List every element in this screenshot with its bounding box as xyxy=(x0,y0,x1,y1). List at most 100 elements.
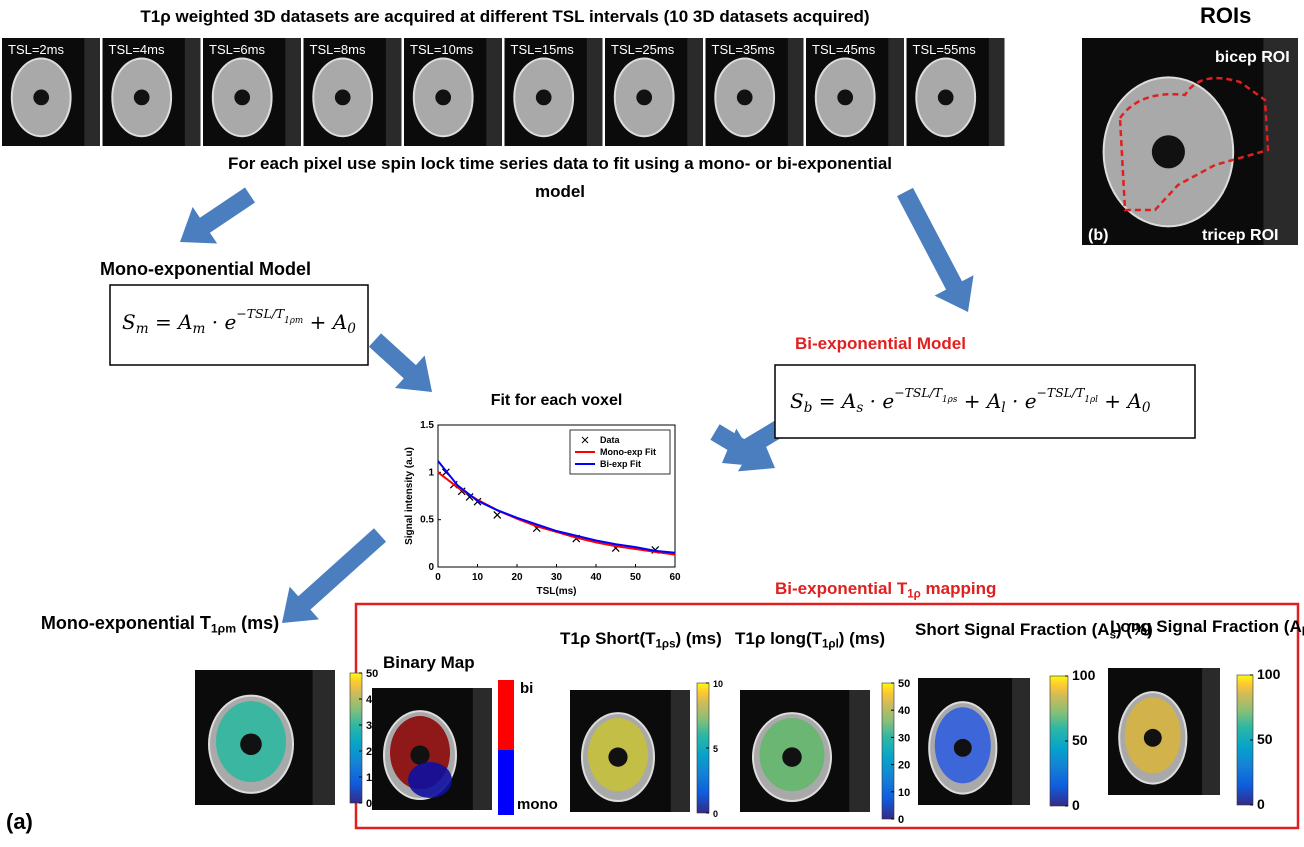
mri-edge xyxy=(687,38,703,146)
mri-edge xyxy=(788,38,804,146)
text-part: T1ρ Short(T xyxy=(560,629,656,648)
mri-edge xyxy=(888,38,904,146)
bone xyxy=(608,748,627,767)
colorbar-tick-label: 0 xyxy=(1257,796,1265,812)
colorbar-tick-label: 30 xyxy=(898,732,910,744)
colorbar-tick-label: 100 xyxy=(1072,667,1096,683)
tsl-label: TSL=55ms xyxy=(913,42,977,57)
chart-title: Fit for each voxel xyxy=(491,392,623,409)
bone xyxy=(536,90,552,106)
mono-model-title: Mono-exponential Model xyxy=(100,258,311,281)
bone xyxy=(234,90,250,106)
mri-edge xyxy=(1202,668,1220,795)
mri-edge xyxy=(285,38,301,146)
x-tick-label: 0 xyxy=(435,572,441,583)
map-title: Long Signal Fraction (Al) (%) xyxy=(1110,616,1260,640)
text-part: (ms) xyxy=(236,613,279,633)
map-title: Short Signal Fraction (As) (%) xyxy=(915,619,1055,643)
tsl-label: TSL=8ms xyxy=(310,42,366,57)
text-part: −TSL/T xyxy=(894,385,942,400)
figure: TSL=2msTSL=4msTSL=6msTSL=8msTSL=10msTSL=… xyxy=(0,0,1304,847)
colorbar-tick-label: 40 xyxy=(898,705,910,717)
text-part: mapping xyxy=(921,579,997,598)
bone xyxy=(33,90,49,106)
tsl-label: TSL=2ms xyxy=(8,42,64,57)
x-axis-label: TSL(ms) xyxy=(537,586,577,597)
colorbar xyxy=(882,683,894,819)
text-part: 1ρ xyxy=(907,588,921,600)
bone xyxy=(335,90,351,106)
text-part: m xyxy=(193,321,206,337)
tsl-label: TSL=35ms xyxy=(712,42,776,57)
text-part: 1ρm xyxy=(211,622,236,636)
text-part: + A xyxy=(303,310,347,334)
mri-edge xyxy=(989,38,1005,146)
tsl-label: TSL=10ms xyxy=(410,42,474,57)
colorbar-tick-label: 0 xyxy=(713,809,718,819)
bone xyxy=(134,90,150,106)
text-part: Bi-exponential T xyxy=(775,579,907,598)
colorbar-tick-label: 0 xyxy=(366,798,372,810)
x-tick-label: 60 xyxy=(669,572,681,583)
text-part: 1ρs xyxy=(656,638,676,650)
legend-label: Bi-exp Fit xyxy=(600,459,641,469)
y-axis-label: Signal intensity (a.u) xyxy=(404,447,415,545)
text-part: S xyxy=(122,310,136,334)
binary-label-mono: mono xyxy=(517,796,558,815)
text-part: Short Signal Fraction (A xyxy=(915,620,1110,639)
text-part: Long Signal Fraction (A xyxy=(1110,617,1302,636)
colorbar-tick-label: 20 xyxy=(898,760,910,772)
colorbar-tick-label: 0 xyxy=(898,814,904,826)
bone xyxy=(1144,729,1162,747)
text-part: 0 xyxy=(1142,400,1151,416)
legend-label: Data xyxy=(600,435,621,445)
mri-edge xyxy=(1263,38,1298,245)
text-part: −TSL/T xyxy=(236,306,284,321)
tsl-label: TSL=45ms xyxy=(812,42,876,57)
colorbar-tick-label: 50 xyxy=(1072,732,1088,748)
y-tick-label: 0.5 xyxy=(420,515,434,526)
mono-map-title: Mono-exponential T1ρm (ms) xyxy=(30,612,290,637)
binary-bi xyxy=(498,680,514,750)
text-part: 0 xyxy=(347,321,356,337)
graphics: TSL=2msTSL=4msTSL=6msTSL=8msTSL=10msTSL=… xyxy=(0,0,1304,847)
bicep-label: bicep ROI xyxy=(1215,48,1290,68)
tricep-label: tricep ROI xyxy=(1202,226,1278,246)
text-part: · e xyxy=(1006,389,1037,413)
tsl-label: TSL=25ms xyxy=(611,42,675,57)
roi-title: ROIs xyxy=(1200,2,1251,30)
bi-mapping-title: Bi-exponential T1ρ mapping xyxy=(775,578,996,602)
colorbar-tick-label: 5 xyxy=(713,744,718,754)
colorbar xyxy=(350,673,362,803)
y-tick-label: 1 xyxy=(428,467,434,478)
text-part: 1ρl xyxy=(1084,395,1098,405)
mri-edge xyxy=(587,38,603,146)
arrow xyxy=(282,528,386,623)
y-tick-label: 0 xyxy=(428,562,434,573)
text-part: · e xyxy=(863,389,894,413)
mono-region xyxy=(408,762,452,798)
text-part: −TSL/T xyxy=(1037,385,1085,400)
colorbar-tick-label: 10 xyxy=(898,787,910,799)
text-part: 1ρl xyxy=(822,638,839,650)
mri-edge xyxy=(386,38,402,146)
arrow xyxy=(369,333,432,392)
x-tick-label: 20 xyxy=(511,572,523,583)
bi-model-title: Bi-exponential Model xyxy=(795,333,966,354)
bi-equation: Sb = As · e−TSL/T1ρs + Al · e−TSL/T1ρl +… xyxy=(790,385,1151,417)
map-title: T1ρ Short(T1ρs) (ms) xyxy=(560,628,700,652)
mri-edge xyxy=(671,690,690,812)
panel-a-label: (a) xyxy=(6,808,33,836)
text-part: + A xyxy=(1098,389,1142,413)
colorbar-tick-label: 50 xyxy=(898,678,910,690)
mono-equation: Sm = Am · e−TSL/T1ρm + A0 xyxy=(122,306,356,338)
text-part: + A xyxy=(957,389,1001,413)
arrow xyxy=(897,188,974,312)
tsl-label: TSL=6ms xyxy=(209,42,265,57)
text-part: · e xyxy=(205,310,236,334)
legend-label: Mono-exp Fit xyxy=(600,447,656,457)
bone xyxy=(435,90,451,106)
header-title: T1ρ weighted 3D datasets are acquired at… xyxy=(0,6,1010,27)
map-title: T1ρ long(T1ρl) (ms) xyxy=(735,628,875,652)
text-part: Mono-exponential T xyxy=(41,613,211,633)
